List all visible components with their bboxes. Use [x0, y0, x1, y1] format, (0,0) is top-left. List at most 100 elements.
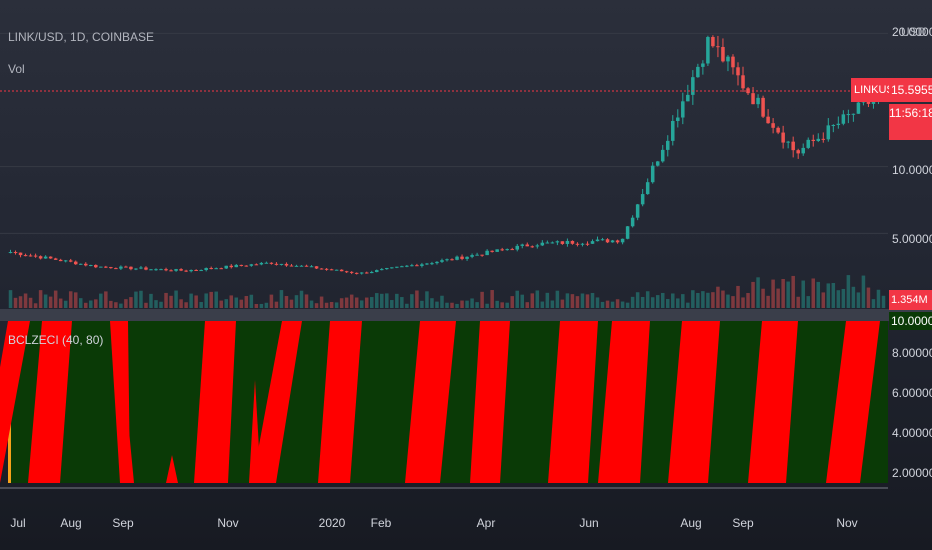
volume-bar [99, 293, 103, 308]
volume-bar [8, 290, 13, 308]
candle-body [289, 265, 294, 267]
countdown-text: 11:56:18 [889, 106, 932, 120]
candle-body [776, 127, 780, 133]
volume-bar [279, 290, 284, 308]
candle-body [400, 266, 404, 268]
candle-body [129, 266, 133, 270]
indicator-tick-6: 6.00000 [892, 386, 932, 400]
indicator-tick-10: 10.00000 [889, 312, 932, 330]
volume-bar [746, 293, 750, 308]
time-tick: Sep [112, 516, 134, 530]
pane-separator[interactable] [0, 309, 932, 321]
volume-bar [124, 299, 128, 308]
candle-body [630, 217, 635, 227]
volume-bar [349, 294, 354, 308]
candle-body [119, 266, 123, 269]
candle-body [686, 94, 690, 102]
volume-bar [866, 287, 871, 308]
candle-body [786, 141, 790, 143]
candle-body [831, 125, 836, 127]
candle-body [766, 116, 770, 124]
candle-body [736, 67, 740, 76]
candle-body [334, 269, 339, 271]
candle-body [134, 268, 138, 270]
candle-body [415, 265, 419, 267]
volume-bar [761, 288, 765, 308]
candle-body [194, 270, 198, 272]
candle-body [164, 269, 168, 271]
volume-bar [380, 293, 384, 308]
candle-body [585, 243, 590, 245]
candle-body [73, 261, 78, 265]
indicator-red-band [252, 321, 302, 483]
time-tick: Jul [10, 516, 26, 530]
volume-bar [134, 291, 138, 308]
candle-body [274, 263, 279, 265]
volume-bar [395, 293, 399, 308]
candle-body [53, 258, 58, 260]
volume-bar [410, 294, 414, 308]
volume-bar [204, 293, 208, 308]
candle-body [309, 266, 314, 268]
candle-body [214, 268, 218, 270]
indicator-red-band [194, 321, 236, 483]
candle-body [811, 139, 816, 141]
candle-body [189, 270, 193, 272]
volume-bar [470, 298, 474, 308]
candle-body [510, 249, 514, 251]
candle-body [109, 267, 113, 269]
volume-bar [445, 302, 449, 308]
volume-bar [831, 282, 836, 308]
candle-body [525, 244, 530, 247]
candle-body [264, 262, 269, 264]
indicator-red-band [470, 321, 510, 483]
volume-bar [304, 294, 309, 308]
candle-body [385, 268, 389, 270]
volume-bar [33, 303, 38, 308]
volume-bar [43, 294, 48, 308]
countdown-badge: 11:56:18 [889, 104, 932, 140]
volume-bar [610, 301, 615, 308]
candle-body [84, 263, 88, 266]
volume-bar [600, 301, 605, 308]
last-price-badge: 15.59552 [889, 78, 932, 102]
volume-bar [274, 301, 279, 308]
candle-body [369, 272, 374, 274]
volume-bar [249, 294, 254, 308]
candle-body [655, 161, 660, 166]
time-tick: Apr [476, 516, 496, 530]
volume-bar [791, 275, 795, 308]
volume-bar [881, 295, 886, 308]
volume-bar [741, 297, 745, 308]
candle-body [114, 268, 118, 270]
candle-body [545, 242, 550, 244]
candle-body [751, 93, 755, 105]
candle-body [299, 265, 304, 267]
volume-bar [53, 290, 58, 308]
candle-body [851, 113, 856, 115]
candle-body [791, 141, 795, 151]
candle-body [665, 140, 670, 150]
candle-body [480, 254, 484, 256]
candle-body [535, 245, 540, 247]
volume-bar [580, 293, 585, 308]
candle-body [721, 46, 725, 62]
volume-bar [154, 300, 158, 308]
volume-bar [214, 291, 218, 308]
candle-body [605, 239, 610, 243]
volume-bar [430, 298, 434, 308]
candle-body [48, 256, 53, 259]
volume-bar [63, 300, 68, 308]
volume-bar [615, 299, 620, 308]
candle-body [179, 269, 183, 271]
volume-bar [801, 280, 805, 308]
volume-bar [480, 291, 484, 308]
candle-body [841, 114, 846, 124]
volume-bar [590, 292, 595, 308]
volume-bar [650, 297, 655, 308]
volume-bar [751, 281, 755, 308]
volume-bar [119, 303, 123, 308]
volume-bar [781, 279, 785, 308]
candle-body [455, 256, 459, 260]
